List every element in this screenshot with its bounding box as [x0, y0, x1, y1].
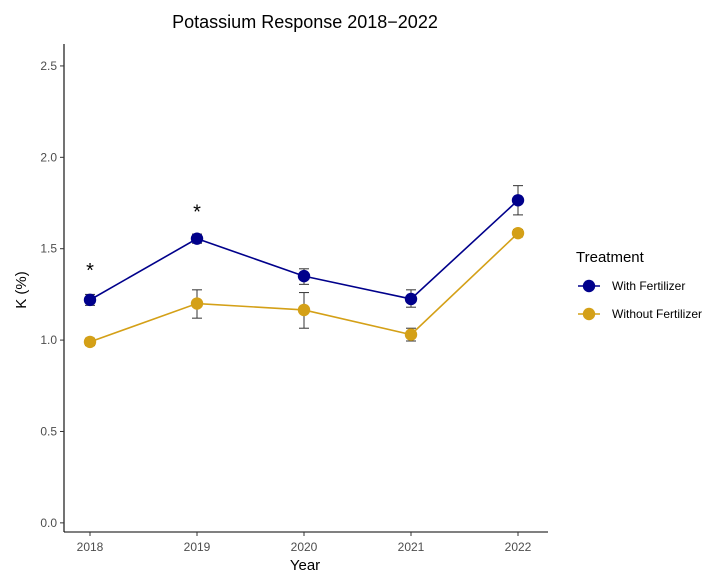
legend: With Fertilizer Without Fertilizer — [578, 279, 702, 321]
y-tick-label: 0.5 — [40, 424, 57, 438]
data-point — [511, 226, 525, 240]
data-point — [404, 328, 418, 341]
data-point — [297, 269, 311, 283]
legend-key-point — [582, 279, 596, 293]
significance-marker: * — [193, 201, 201, 223]
chart-marks: 0.0 0.5 1.0 1.5 2.0 2.5 2018 2019 2020 2021 2022 * * — [40, 59, 531, 554]
x-tick-label: 2018 — [77, 540, 104, 554]
y-tick-label: 2.5 — [40, 59, 57, 73]
data-point — [83, 293, 97, 307]
legend-key-point — [582, 307, 596, 321]
data-point — [190, 232, 204, 245]
data-point — [404, 292, 418, 306]
data-point — [297, 303, 311, 317]
legend-label: With Fertilizer — [612, 279, 685, 293]
series-line — [89, 199, 519, 301]
data-point — [83, 335, 97, 349]
chart-title: Potassium Response 2018−2022 — [172, 12, 438, 32]
x-tick-label: 2019 — [184, 540, 211, 554]
y-tick-label: 2.0 — [40, 150, 57, 164]
y-tick-label: 1.5 — [40, 242, 57, 256]
y-axis-title: K (%) — [13, 271, 30, 309]
x-tick-label: 2022 — [505, 540, 532, 554]
data-point — [511, 194, 525, 207]
y-tick-label: 0.0 — [40, 516, 57, 530]
x-axis-title: Year — [290, 557, 320, 573]
legend-label: Without Fertilizer — [612, 307, 702, 321]
x-tick-label: 2020 — [291, 540, 318, 554]
significance-marker: * — [86, 260, 94, 282]
data-point — [190, 297, 204, 310]
x-tick-label: 2021 — [398, 540, 425, 554]
legend-title: Treatment — [576, 249, 645, 266]
y-tick-label: 1.0 — [40, 333, 57, 347]
